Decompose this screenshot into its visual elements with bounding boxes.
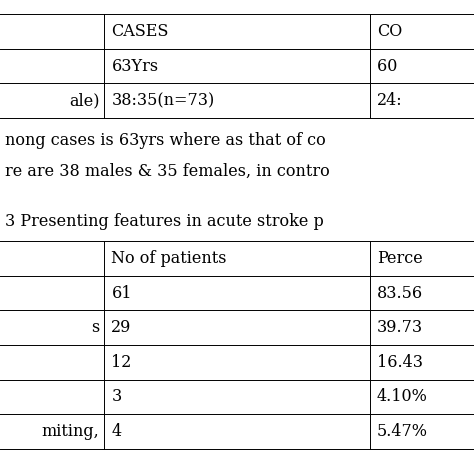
Text: Perce: Perce: [377, 250, 423, 267]
Text: No of patients: No of patients: [111, 250, 227, 267]
Text: miting,: miting,: [42, 423, 100, 440]
Text: re are 38 males & 35 females, in contro: re are 38 males & 35 females, in contro: [5, 163, 329, 180]
Text: 5.47%: 5.47%: [377, 423, 428, 440]
Text: 24:: 24:: [377, 92, 402, 109]
Text: 39.73: 39.73: [377, 319, 423, 336]
Text: 63Yrs: 63Yrs: [111, 58, 158, 74]
Text: 29: 29: [111, 319, 132, 336]
Text: CASES: CASES: [111, 23, 169, 40]
Text: 38:35(n=73): 38:35(n=73): [111, 92, 215, 109]
Text: 60: 60: [377, 58, 402, 74]
Text: 83.56: 83.56: [377, 285, 423, 301]
Text: 61: 61: [111, 285, 132, 301]
Text: s: s: [91, 319, 100, 336]
Text: 12: 12: [111, 354, 132, 371]
Text: 3 Presenting features in acute stroke p: 3 Presenting features in acute stroke p: [5, 213, 323, 230]
Text: 4.10%: 4.10%: [377, 389, 428, 405]
Text: nong cases is 63yrs where as that of co: nong cases is 63yrs where as that of co: [5, 132, 326, 149]
Text: 4: 4: [111, 423, 121, 440]
Text: 3: 3: [111, 389, 122, 405]
Text: 16.43: 16.43: [377, 354, 423, 371]
Text: CO: CO: [377, 23, 402, 40]
Text: ale): ale): [69, 92, 100, 109]
